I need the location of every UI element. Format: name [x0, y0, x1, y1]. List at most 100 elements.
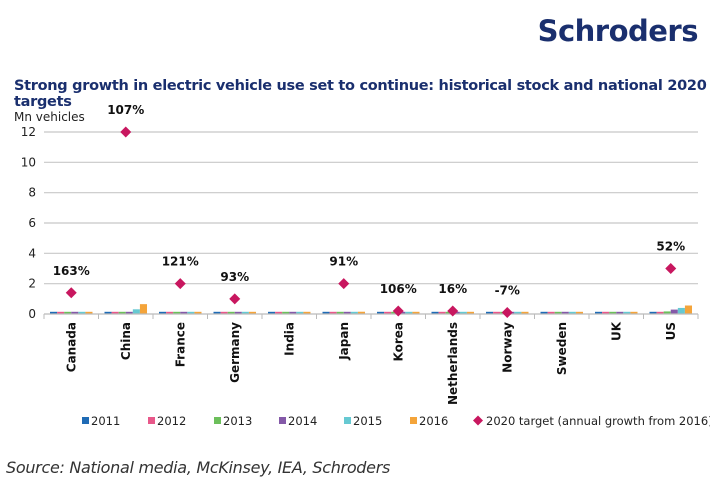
category-label: Netherlands [446, 322, 460, 405]
legend-swatch-2016 [410, 417, 417, 424]
bar-2011-norway [485, 311, 494, 314]
bar-2015-korea [405, 311, 413, 314]
legend-swatch-target [473, 415, 483, 426]
bar-2016-korea [412, 311, 420, 314]
bar-2015-france [187, 311, 195, 314]
bar-2012-germany [220, 311, 228, 314]
bar-2013-sweden [554, 311, 562, 314]
bar-2015-uk [623, 311, 631, 314]
bar-2015-germany [241, 311, 249, 314]
y-axis-label: Mn vehicles [14, 110, 85, 124]
legend-label: 2013 [223, 414, 252, 428]
category-label: Korea [391, 322, 405, 362]
bar-2014-japan [343, 311, 351, 314]
bar-2012-canada [57, 311, 65, 314]
bar-2012-china [111, 311, 119, 314]
category-label: US [664, 322, 678, 340]
y-axis-ticks: 0 2 4 6 8 10 12 [21, 125, 36, 321]
target-marker-japan [338, 278, 350, 290]
target-growth-label: 16% [438, 282, 467, 296]
bar-2014-india [289, 311, 297, 314]
target-marker-norway [501, 306, 513, 318]
bar-2014-canada [71, 311, 79, 314]
target-growth-label: 106% [380, 282, 417, 296]
bar-2016-india [303, 311, 311, 314]
bar-2012-sweden [547, 311, 555, 314]
category-label: France [173, 322, 187, 367]
target-markers: 163% 107% 121% 93% 91% 106% 16% -7% 52% [53, 103, 685, 318]
bars [49, 304, 693, 314]
bar-2011-china [104, 311, 112, 314]
bar-2011-japan [322, 311, 330, 314]
bar-2012-japan [329, 311, 337, 314]
bar-2014-china [125, 311, 133, 314]
y-tick-label: 12 [21, 125, 36, 139]
target-growth-label: 93% [220, 270, 249, 284]
target-marker-korea [392, 305, 404, 317]
y-tick-label: 4 [28, 246, 36, 260]
bar-2012-netherlands [438, 311, 446, 314]
bar-2015-india [296, 311, 304, 314]
bar-2012-uk [602, 311, 610, 314]
bar-2014-sweden [561, 311, 569, 314]
legend: 2011 2012 2013 2014 2015 2016 2020 target (ann… [82, 414, 710, 428]
bar-2015-canada [78, 311, 86, 314]
bar-2011-korea [376, 311, 385, 314]
bar-2015-sweden [568, 311, 576, 314]
bar-2016-uk [630, 311, 638, 314]
legend-label: 2016 [419, 414, 448, 428]
bar-2016-france [194, 311, 202, 314]
bar-2013-canada [64, 311, 72, 314]
target-growth-label: 91% [329, 255, 358, 269]
bar-2013-uk [609, 311, 617, 314]
bar-2015-china [132, 309, 140, 314]
legend-swatch-2013 [214, 417, 221, 424]
bar-2013-japan [336, 311, 344, 314]
bar-2016-china [139, 304, 148, 314]
bar-2011-netherlands [431, 311, 439, 314]
bar-2012-korea [384, 311, 392, 314]
y-tick-label: 10 [21, 155, 36, 169]
legend-swatch-2015 [344, 417, 351, 424]
source-note: Source: National media, McKinsey, IEA, S… [6, 458, 391, 477]
bar-2012-us [656, 311, 664, 314]
bar-2011-france [158, 311, 167, 314]
legend-label: 2014 [288, 414, 317, 428]
bar-2012-norway [493, 311, 501, 314]
category-label: Norway [500, 322, 514, 373]
bar-2011-sweden [540, 311, 548, 314]
bar-2015-japan [350, 311, 358, 314]
x-axis-categories: Canada China France Germany India Japan Korea N… [64, 321, 678, 405]
y-tick-label: 0 [28, 307, 36, 321]
target-growth-label: 52% [656, 240, 685, 254]
legend-label: 2012 [157, 414, 186, 428]
bar-2013-india [282, 311, 290, 314]
bar-2014-germany [234, 311, 242, 314]
legend-label: 2011 [91, 414, 120, 428]
bar-2013-us [663, 311, 671, 314]
target-growth-label: 107% [107, 103, 144, 117]
bar-2016-germany [248, 311, 257, 314]
target-growth-label: 121% [162, 255, 199, 269]
legend-swatch-2011 [82, 417, 89, 424]
target-marker-china [120, 126, 132, 138]
bar-2011-germany [213, 311, 221, 314]
category-label: India [282, 322, 296, 356]
bar-2016-norway [521, 311, 529, 314]
y-tick-label: 6 [28, 216, 36, 230]
target-marker-us [665, 263, 677, 274]
x-axis [43, 313, 699, 319]
gridlines [44, 131, 698, 285]
y-tick-label: 2 [28, 277, 36, 291]
bar-2015-netherlands [459, 311, 467, 314]
bar-2016-canada [85, 311, 93, 314]
bar-2015-us [677, 307, 685, 314]
bar-2016-sweden [575, 311, 584, 314]
bar-2012-india [275, 311, 283, 314]
y-tick-label: 8 [28, 186, 36, 200]
bar-2016-netherlands [466, 311, 475, 314]
category-label: UK [609, 321, 623, 341]
bar-2014-france [180, 311, 188, 314]
bar-2016-us [684, 305, 693, 314]
